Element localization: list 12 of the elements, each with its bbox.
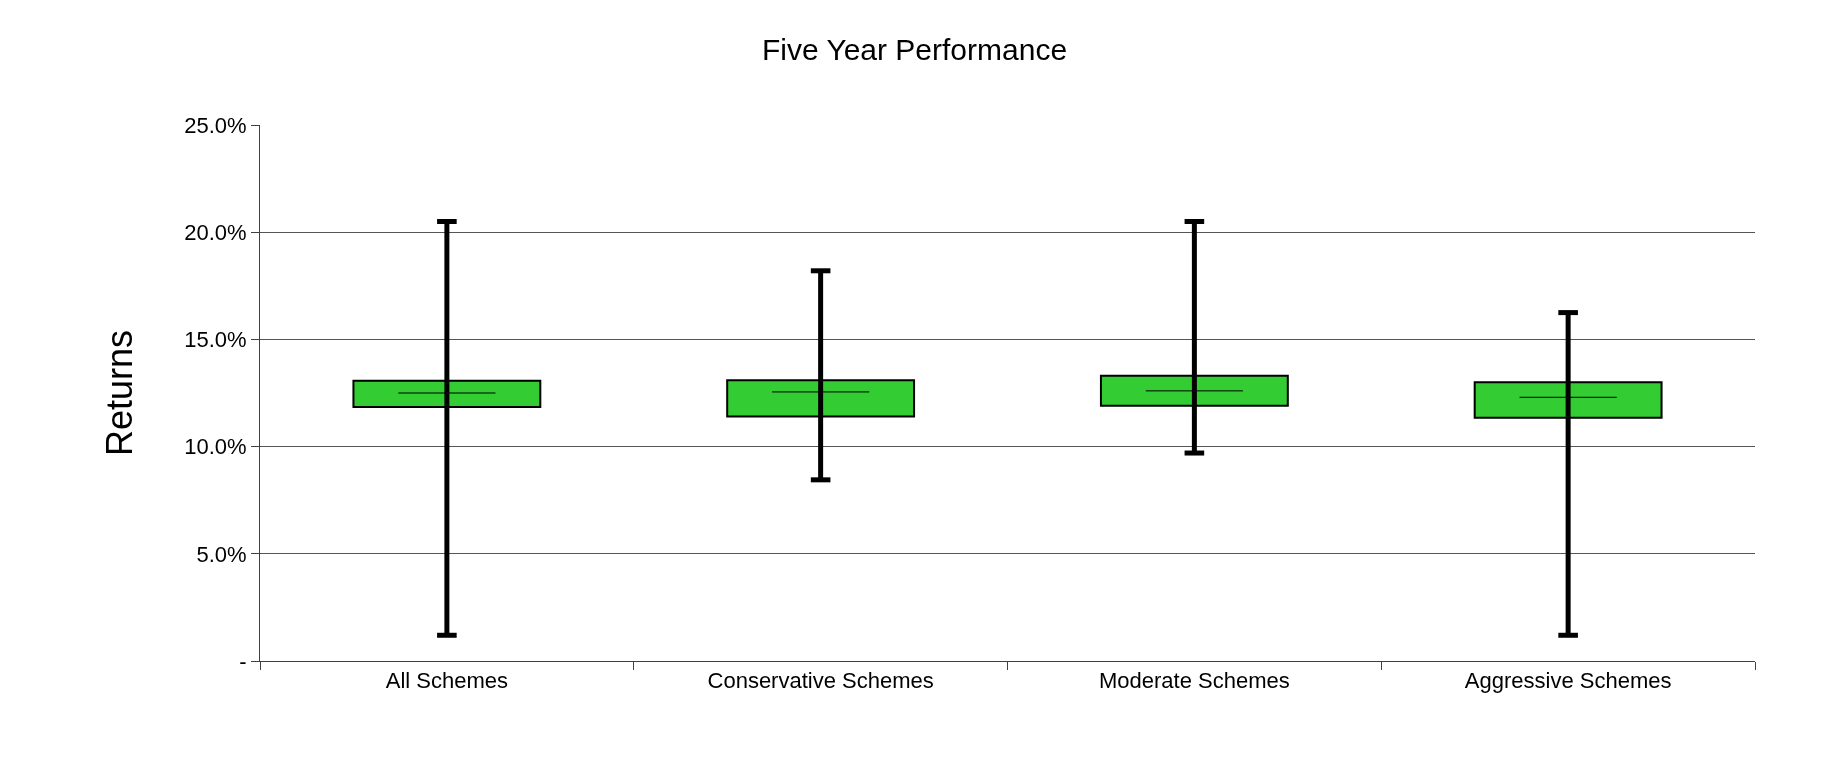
x-tick-label: All Schemes (385, 668, 509, 694)
y-tick-label: 20.0% (184, 219, 247, 245)
y-tick-label: 25.0% (184, 112, 247, 138)
y-tick-label: 10.0% (184, 434, 247, 460)
x-tick-label: Conservative Schemes (707, 668, 934, 694)
y-tick-label: - (239, 648, 247, 674)
y-tick-label: 15.0% (184, 327, 247, 353)
x-tick-label: Moderate Schemes (1099, 668, 1290, 694)
x-tick-label: Aggressive Schemes (1464, 668, 1672, 694)
y-tick-label: 5.0% (196, 541, 247, 567)
y-axis-title: Returns (99, 329, 141, 457)
chart-title: Five Year Performance (761, 32, 1068, 66)
